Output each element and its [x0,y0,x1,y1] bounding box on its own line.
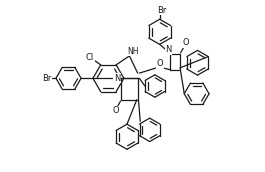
Text: Cl: Cl [86,53,94,62]
Text: O: O [113,106,120,115]
Text: N: N [114,74,120,83]
Text: N: N [165,45,172,54]
Text: Br: Br [158,6,167,15]
Text: O: O [157,59,163,68]
Text: Br: Br [42,74,52,83]
Text: NH: NH [127,47,139,56]
Text: O: O [183,38,189,47]
